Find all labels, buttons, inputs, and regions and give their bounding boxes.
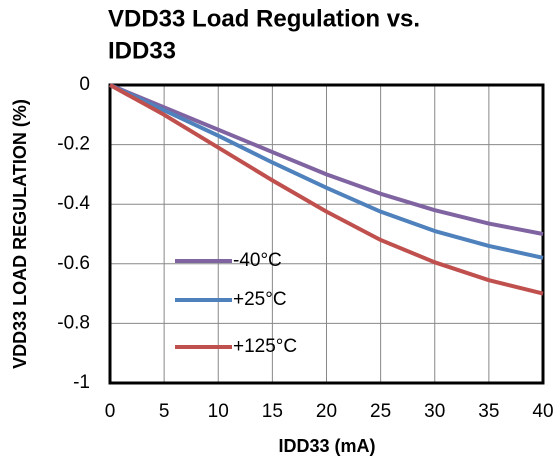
legend-label: +25°C bbox=[233, 289, 287, 310]
legend-label: -40°C bbox=[233, 250, 282, 271]
y-tick-label: -0.4 bbox=[57, 193, 90, 214]
x-tick-label: 20 bbox=[316, 401, 337, 422]
chart-title: VDD33 Load Regulation vs. bbox=[108, 5, 420, 32]
line-series bbox=[109, 83, 544, 236]
x-axis-label: IDD33 (mA) bbox=[278, 436, 375, 456]
y-tick-label: -1 bbox=[73, 372, 90, 393]
line-series bbox=[109, 83, 544, 260]
x-tick-label: 30 bbox=[424, 401, 445, 422]
x-tick-label: 0 bbox=[105, 401, 116, 422]
x-tick-label: 10 bbox=[208, 401, 229, 422]
y-tick-label: -0.6 bbox=[57, 253, 90, 274]
y-tick-label: -0.2 bbox=[57, 134, 90, 155]
chart-title: IDD33 bbox=[108, 37, 176, 64]
x-tick-label: 40 bbox=[532, 401, 553, 422]
x-tick-label: 15 bbox=[262, 401, 283, 422]
x-tick-label: 35 bbox=[478, 401, 499, 422]
x-tick-label: 5 bbox=[159, 401, 170, 422]
y-axis-label: VDD33 LOAD REGULATION (%) bbox=[10, 99, 30, 369]
y-tick-label: -0.8 bbox=[57, 312, 90, 333]
legend-label: +125°C bbox=[233, 336, 297, 357]
x-tick-label: 25 bbox=[370, 401, 391, 422]
line-series bbox=[109, 83, 544, 296]
y-tick-label: 0 bbox=[79, 74, 90, 95]
